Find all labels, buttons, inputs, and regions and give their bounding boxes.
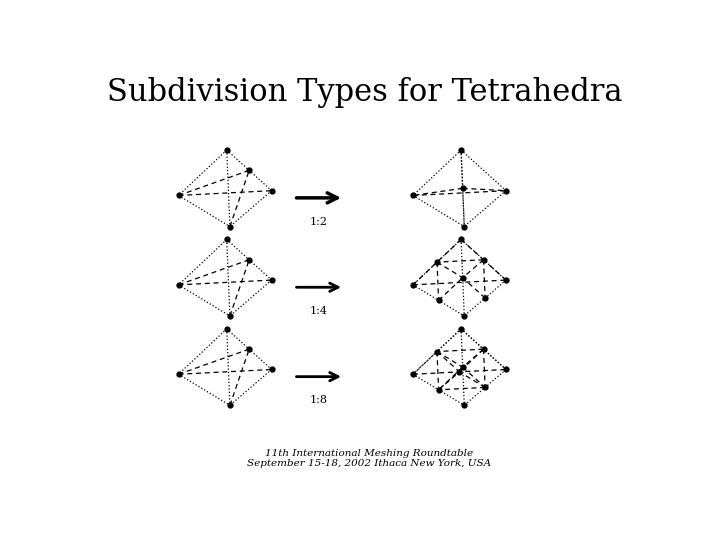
Text: 1:8: 1:8 xyxy=(310,395,328,406)
Text: Subdivision Types for Tetrahedra: Subdivision Types for Tetrahedra xyxy=(107,77,622,109)
Text: September 15-18, 2002 Ithaca New York, USA: September 15-18, 2002 Ithaca New York, U… xyxy=(247,459,491,468)
Text: 11th International Meshing Roundtable: 11th International Meshing Roundtable xyxy=(265,449,473,458)
Text: 1:2: 1:2 xyxy=(310,217,328,227)
Text: 1:4: 1:4 xyxy=(310,306,328,316)
